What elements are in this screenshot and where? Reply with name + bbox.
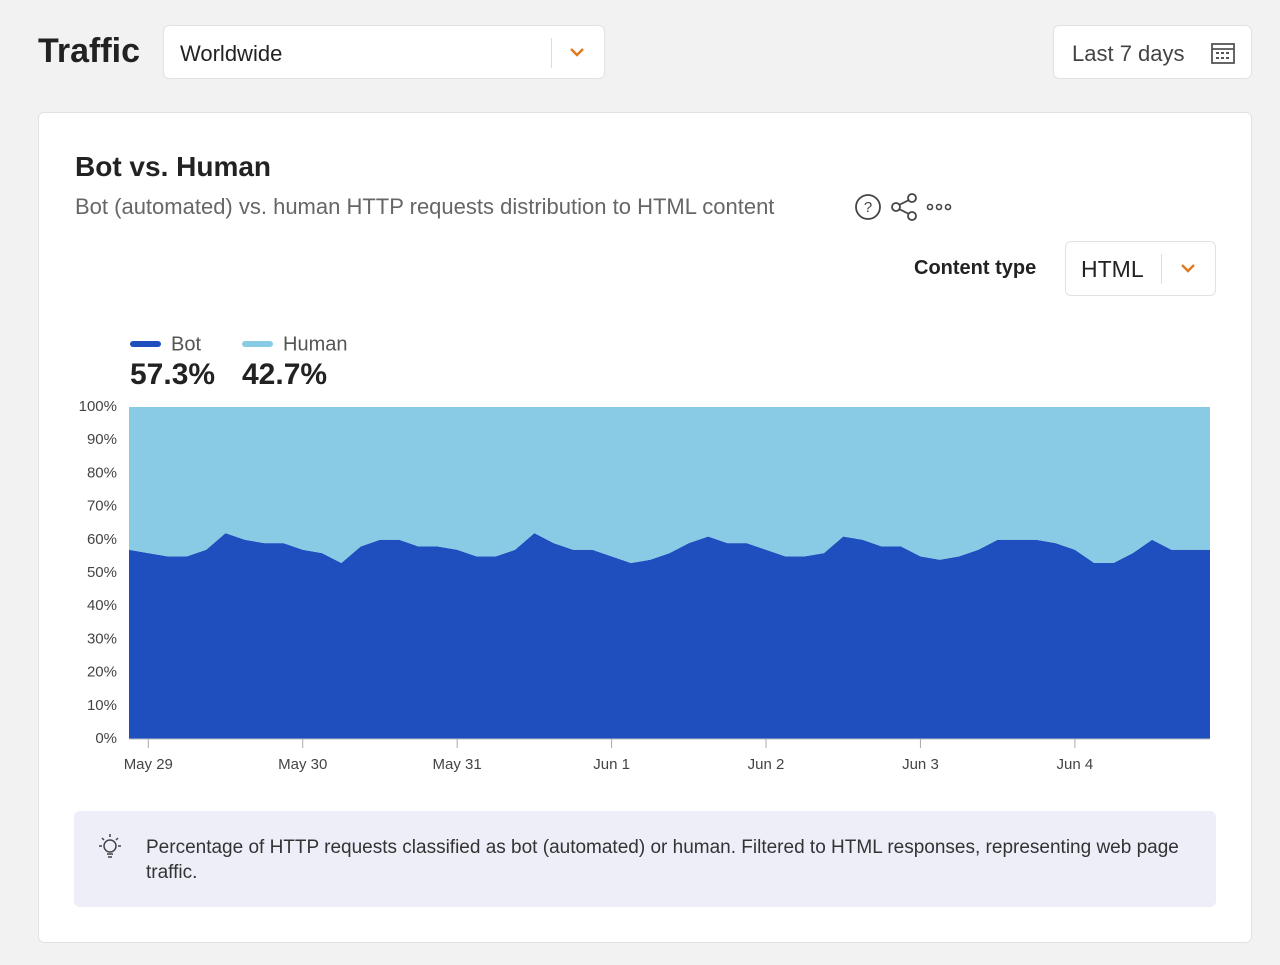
y-tick-label: 20%: [87, 664, 117, 681]
x-tick-label: Jun 2: [748, 756, 785, 773]
y-tick-label: 50%: [87, 564, 117, 581]
content-type-value: HTML: [1081, 256, 1144, 282]
content-type-dropdown[interactable]: HTML: [1065, 241, 1216, 296]
content-type-label: Content type: [914, 257, 1037, 279]
y-tick-label: 70%: [87, 498, 117, 515]
x-tick-label: Jun 1: [593, 756, 630, 773]
y-tick-label: 80%: [87, 464, 117, 481]
note-text: Percentage of HTTP requests classified a…: [146, 837, 1179, 883]
help-icon[interactable]: [855, 194, 881, 220]
card-subtitle: Bot (automated) vs. human HTTP requests …: [75, 194, 775, 219]
x-tick-label: May 30: [278, 756, 327, 773]
area-bot: [129, 533, 1210, 739]
chevron: [1181, 264, 1195, 273]
more-icon[interactable]: [926, 203, 952, 211]
x-tick-label: Jun 4: [1057, 756, 1094, 773]
legend-value: 57.3%: [130, 358, 215, 391]
y-tick-label: 30%: [87, 630, 117, 647]
y-tick-label: 60%: [87, 531, 117, 548]
legend-swatch: [130, 341, 161, 347]
region-value: Worldwide: [180, 41, 283, 66]
divider: [551, 38, 552, 68]
legend-value: 42.7%: [242, 358, 327, 391]
x-tick-label: Jun 3: [902, 756, 939, 773]
x-tick-label: May 31: [433, 756, 482, 773]
y-tick-label: 90%: [87, 431, 117, 448]
y-tick-label: 40%: [87, 597, 117, 614]
legend-label: Bot: [171, 333, 201, 355]
divider: [1161, 254, 1162, 284]
region-dropdown[interactable]: Worldwide: [163, 25, 605, 79]
y-tick-label: 100%: [79, 398, 117, 415]
y-tick-label: 10%: [87, 697, 117, 714]
y-tick-label: 0%: [95, 730, 117, 747]
period-value: Last 7 days: [1072, 41, 1185, 66]
card-title: Bot vs. Human: [75, 151, 272, 182]
svg-text:?: ?: [864, 199, 872, 216]
legend-label: Human: [283, 333, 347, 355]
legend-swatch: [242, 341, 273, 347]
card-icons: ?: [855, 193, 952, 221]
x-tick-label: May 29: [124, 756, 173, 773]
note-box: Percentage of HTTP requests classified a…: [74, 811, 1216, 907]
bulb-icon: [99, 834, 121, 858]
period-button[interactable]: Last 7 days: [1053, 25, 1252, 79]
chevron: [570, 48, 584, 57]
share-icon[interactable]: [891, 193, 917, 221]
calendar-icon: [1211, 43, 1235, 64]
page-title: Traffic: [38, 32, 141, 70]
area-human: [129, 407, 1210, 564]
